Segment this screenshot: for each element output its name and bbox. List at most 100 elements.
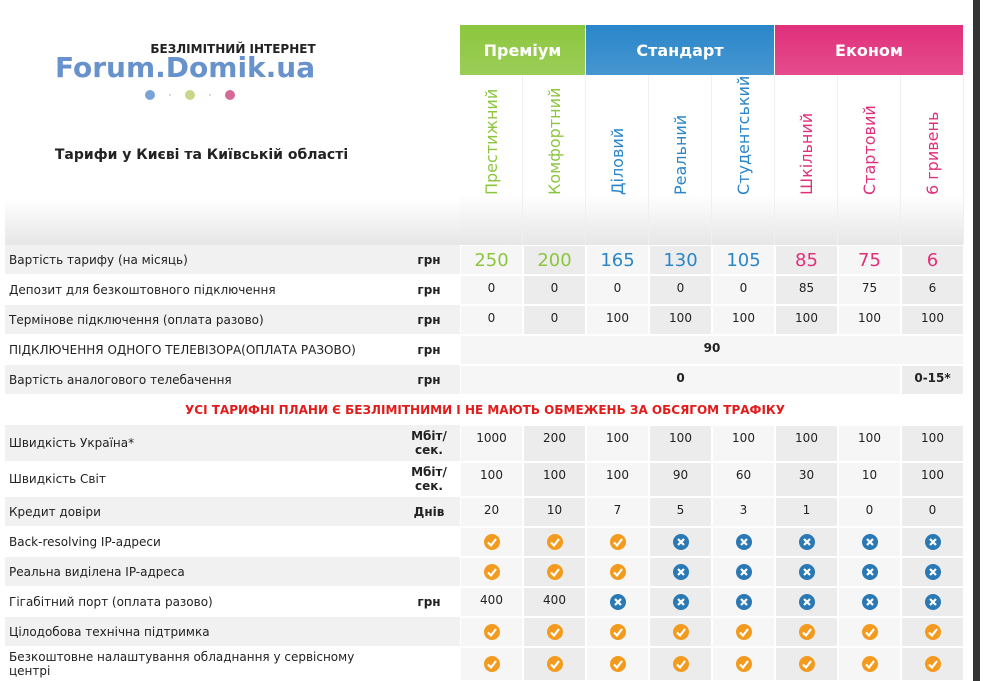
plan-column-bg [712,75,775,245]
value-cell: 0 [901,497,964,527]
group-header: Преміум [460,25,586,75]
check-icon [672,624,689,640]
value-cell [460,617,523,647]
plan-name: 6 гривень [923,111,942,195]
check-icon [483,656,500,672]
value-cell: 105 [712,245,775,275]
cross-icon [672,564,689,580]
value-cell: 400 [460,587,523,617]
row-unit-empty [398,617,460,647]
value-cell: 0 [460,275,523,305]
check-icon [924,624,941,640]
cross-icon [798,534,815,550]
value-cell: 250 [460,245,523,275]
value-cell: 20 [460,497,523,527]
check-icon [483,564,500,580]
value-cell: 165 [586,245,649,275]
value-cell: 0 [460,305,523,335]
cross-icon [672,534,689,550]
row-unit: грн [398,587,460,617]
row-label: Back-resolving IP-адреси [5,527,398,557]
value-cell: 130 [649,245,712,275]
plan-name: Діловий [608,127,627,195]
value-cell: 6 [901,275,964,305]
decor-dots [145,90,235,100]
row-unit: грн [398,305,460,335]
value-cell [901,557,964,587]
value-cell: 5 [649,497,712,527]
group-header: Економ [775,25,964,75]
value-cell: 100 [586,462,649,497]
value-cell: 7 [586,497,649,527]
row-unit-empty [398,527,460,557]
banner: УСІ ТАРИФНІ ПЛАНИ Є БЕЗЛІМІТНИМИ І НЕ МА… [5,395,965,425]
row-label: Безкоштовне налаштування обладнання у се… [5,647,398,681]
cross-icon [861,534,878,550]
value-cell: 3 [712,497,775,527]
value-cell: 75 [838,245,901,275]
check-icon [924,656,941,672]
row-unit: Днів [398,497,460,527]
value-cell: 90 [649,462,712,497]
cross-icon [798,594,815,610]
row-unit-empty [398,557,460,587]
row-label: Вартість тарифу (на місяць) [5,245,398,275]
value-cell: 100 [901,305,964,335]
row-label: ПІДКЛЮЧЕННЯ ОДНОГО ТЕЛЕВІЗОРА(ОПЛАТА РАЗ… [5,335,398,365]
check-icon [546,564,563,580]
row-label: Кредит довіри [5,497,398,527]
cross-icon [798,564,815,580]
check-icon [609,624,626,640]
plan-name: Шкільний [797,112,816,195]
cross-icon [861,564,878,580]
check-icon [546,656,563,672]
row-label: Швидкість Світ [5,462,398,497]
check-icon [546,624,563,640]
check-icon [483,624,500,640]
row-unit-empty [398,647,460,681]
plan-column-bg [775,75,838,245]
plan-column-bg [460,75,523,245]
value-cell: 100 [838,305,901,335]
row-unit: грн [398,275,460,305]
value-cell: 100 [649,305,712,335]
scroll-edge [973,0,980,681]
value-cell [586,557,649,587]
plan-column-bg [586,75,649,245]
value-cell [523,527,586,557]
value-cell: 100 [649,425,712,462]
plan-column-bg [901,75,964,245]
value-cell [712,527,775,557]
group-header: Стандарт [586,25,775,75]
watermark: Forum.Domik.ua [55,50,316,84]
check-icon [861,624,878,640]
check-icon [672,656,689,672]
value-cell: 100 [460,462,523,497]
value-cell [838,587,901,617]
check-icon [798,656,815,672]
value-cell: 100 [901,425,964,462]
row-unit: грн [398,365,460,395]
plan-name: Престижний [482,88,501,195]
check-icon [483,534,500,550]
value-cell [586,527,649,557]
cross-icon [609,594,626,610]
cross-icon [735,564,752,580]
check-icon [609,534,626,550]
cross-icon [735,594,752,610]
value-cell: 0 [460,365,901,395]
cross-icon [861,594,878,610]
value-cell: 0 [712,275,775,305]
check-icon [609,564,626,580]
header-title: БЕЗЛІМІТНИЙ ІНТЕРНЕТ [150,42,316,56]
check-icon [609,656,626,672]
value-cell: 100 [775,305,838,335]
row-label: Гігабітний порт (оплата разово) [5,587,398,617]
header-subtitle: Тарифи у Києві та Київській області [54,147,349,163]
row-unit: грн [398,335,460,365]
value-cell: 10 [838,462,901,497]
row-label: Цілодобова технічна підтримка [5,617,398,647]
value-cell: 60 [712,462,775,497]
check-icon [735,624,752,640]
cross-icon [924,594,941,610]
